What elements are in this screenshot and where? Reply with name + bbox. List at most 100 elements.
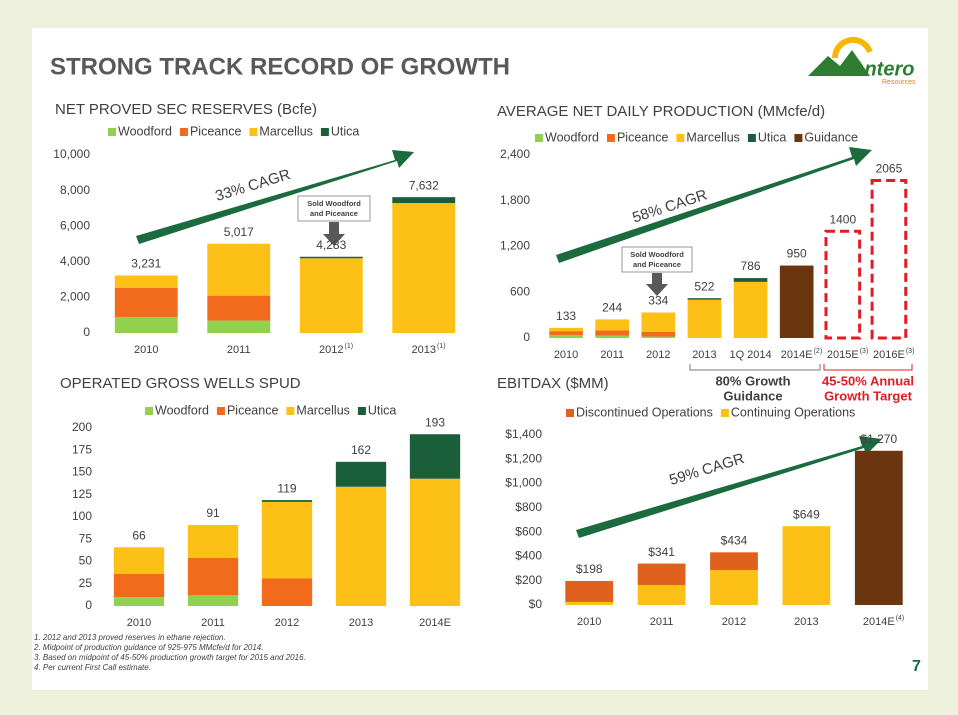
legend-swatch xyxy=(606,134,615,142)
bar-segment xyxy=(335,486,387,606)
guidance-label: Guidance xyxy=(723,388,782,403)
legend-label: Woodford xyxy=(118,124,172,138)
bar-segment xyxy=(733,278,768,282)
bar-segment xyxy=(207,320,271,333)
bar-segment xyxy=(114,316,178,333)
total-label: 193 xyxy=(425,415,445,429)
legend-swatch xyxy=(747,134,756,142)
y-tick-label: $800 xyxy=(515,500,542,514)
y-tick-label: 150 xyxy=(72,465,92,479)
bar-segment xyxy=(299,256,363,259)
y-tick-label: $1,000 xyxy=(505,476,542,490)
arrow xyxy=(556,147,872,263)
x-tick-superscript: (2) xyxy=(814,348,823,355)
y-tick-label: $400 xyxy=(515,549,542,563)
legend-label: Utica xyxy=(758,130,787,144)
y-tick-label: 175 xyxy=(72,442,92,456)
y-tick-label: 4,000 xyxy=(60,254,90,268)
total-label: 3,231 xyxy=(131,257,161,271)
bar-segment xyxy=(595,319,630,331)
legend-swatch xyxy=(535,134,543,142)
note-box xyxy=(297,195,371,222)
total-label: 66 xyxy=(132,528,146,542)
x-tick-label: 2015E xyxy=(827,349,859,361)
total-label: 522 xyxy=(694,279,714,293)
total-label: 119 xyxy=(277,481,296,495)
total-label: 2065 xyxy=(876,162,903,176)
y-tick-label: 100 xyxy=(72,509,92,523)
legend-swatch xyxy=(676,134,685,142)
legend-label: Marcellus xyxy=(686,130,740,144)
note-text: and Piceance xyxy=(633,260,681,269)
bar-segment xyxy=(114,275,178,288)
y-tick-label: 6,000 xyxy=(60,218,90,232)
legend-label: Piceance xyxy=(190,124,241,138)
total-label: 244 xyxy=(602,301,622,315)
target-label: Growth Target xyxy=(824,388,913,403)
note-box xyxy=(621,246,693,273)
legend-label: Piceance xyxy=(617,130,668,144)
bar-segment xyxy=(207,243,271,296)
legend-label: Guidance xyxy=(804,130,858,144)
bar-segment xyxy=(595,330,630,336)
x-tick-label: 2014E xyxy=(781,349,813,361)
bar-segment xyxy=(409,478,461,606)
chart-title: AVERAGE NET DAILY PRODUCTION (MMcfe/d) xyxy=(497,103,825,120)
bar-segment xyxy=(392,203,456,333)
y-tick-label: 600 xyxy=(510,284,530,298)
x-tick-superscript: (4) xyxy=(896,615,905,622)
y-tick-label: 125 xyxy=(72,487,92,501)
y-tick-label: $0 xyxy=(529,597,543,611)
legend-label: Woodford xyxy=(155,403,209,417)
y-tick-label: $1,400 xyxy=(505,427,542,441)
x-tick-label: 2013 xyxy=(349,617,373,629)
bar-segment xyxy=(261,578,313,606)
x-tick-superscript: (1) xyxy=(344,343,353,350)
x-tick-label: 2014E xyxy=(419,617,451,629)
x-tick-label: 2011 xyxy=(600,349,624,361)
total-label: $198 xyxy=(576,562,603,576)
total-label: $649 xyxy=(793,507,820,521)
x-tick-label: 2012 xyxy=(319,344,343,356)
x-tick-label: 2012 xyxy=(275,617,299,629)
bar-segment xyxy=(187,525,239,558)
logo-sun xyxy=(831,36,873,59)
legend-label: Discontinued Operations xyxy=(576,405,713,419)
bar-segment xyxy=(549,327,583,332)
y-tick-label: 2,000 xyxy=(60,290,90,304)
bar-segment xyxy=(113,597,165,606)
x-tick-label: 2011 xyxy=(227,344,251,356)
logo: Antero Resources xyxy=(808,36,916,86)
guidance-label: 80% Growth xyxy=(715,373,790,388)
logo-sub: Resources xyxy=(882,79,916,86)
bar-segment xyxy=(565,601,614,605)
x-tick-label: 2014E xyxy=(863,616,895,628)
y-tick-label: $200 xyxy=(515,573,542,587)
legend-label: Utica xyxy=(368,403,397,417)
chart-title: NET PROVED SEC RESERVES (Bcfe) xyxy=(55,101,317,118)
total-label: 334 xyxy=(648,294,668,308)
legend-label: Utica xyxy=(331,124,360,138)
x-tick-label: 2012 xyxy=(646,349,670,361)
total-label: 1400 xyxy=(829,212,856,226)
note-arrow xyxy=(646,273,668,296)
slide-title: STRONG TRACK RECORD OF GROWTH xyxy=(50,53,510,80)
legend-swatch xyxy=(720,409,729,417)
chart-title: EBITDAX ($MM) xyxy=(497,375,609,392)
y-tick-label: 0 xyxy=(85,598,92,612)
legend-label: Continuing Operations xyxy=(731,405,855,419)
footnote: 1. 2012 and 2013 proved reserves in etha… xyxy=(34,633,226,642)
footnote: 2. Midpoint of production guidance of 92… xyxy=(33,643,263,652)
bar-segment xyxy=(637,584,686,605)
total-label: $341 xyxy=(648,545,675,559)
arrow xyxy=(136,150,414,244)
x-tick-label: 2013 xyxy=(692,349,716,361)
y-tick-label: 8,000 xyxy=(60,183,90,197)
total-label: 950 xyxy=(787,247,807,261)
y-tick-label: 0 xyxy=(83,325,90,339)
bar-segment xyxy=(782,526,831,605)
legend-swatch xyxy=(566,409,574,417)
arrow xyxy=(576,436,882,538)
bar-segment xyxy=(710,570,758,605)
